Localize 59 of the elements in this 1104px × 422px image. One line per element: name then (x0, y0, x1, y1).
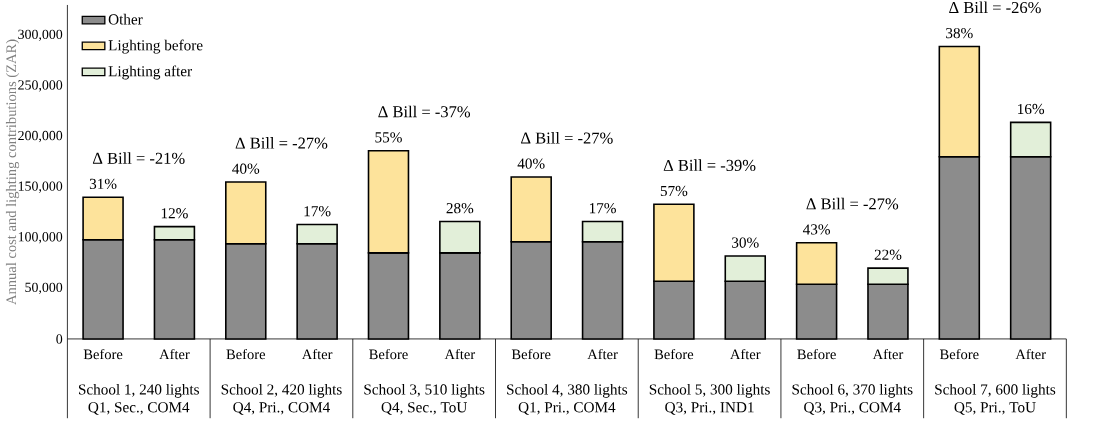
text: Q3, Pri., IND1 (665, 402, 754, 415)
x-tick-label: Before (654, 348, 694, 360)
x-tick-label: Before (797, 348, 836, 360)
annotation: 40% (232, 163, 260, 174)
x-tick-label: After (730, 348, 761, 360)
annotation: 17% (589, 202, 616, 214)
x-tick-label: After (1015, 348, 1046, 360)
legend-label: Lighting before (108, 39, 203, 54)
x-tick-label: Before (939, 348, 979, 360)
annotation: Δ Bill = -27% (235, 137, 328, 149)
legend-label: Other (108, 13, 143, 25)
text: School 5, 300 lights (649, 383, 770, 398)
annotation: 40% (517, 158, 545, 169)
x-tick-label: After (444, 348, 476, 360)
text: Q3, Pri., COM4 (804, 402, 901, 415)
annotation: 31% (89, 178, 117, 189)
x-tick-label: After (587, 348, 618, 360)
y-tick-label: 0 (56, 334, 63, 344)
x-tick-label: Before (511, 348, 551, 360)
x-tick-label: After (159, 348, 190, 360)
y-tick-label: 150,000 (18, 181, 63, 193)
text: School 6, 370 lights (792, 383, 913, 398)
text: School 7, 600 lights (935, 383, 1056, 398)
annotation: Δ Bill = -39% (663, 159, 756, 171)
annotation: 22% (874, 249, 902, 260)
y-tick-label: 200,000 (18, 130, 63, 143)
x-tick-label: After (872, 348, 904, 360)
text: Q4, Sec., ToU (381, 402, 467, 415)
y-tick-label: 50,000 (25, 282, 63, 294)
annotation: Δ Bill = -37% (378, 105, 471, 118)
annotation: Δ Bill = -26% (949, 1, 1041, 14)
annotation: 43% (802, 224, 831, 235)
annotation: 28% (446, 202, 474, 214)
x-tick-label: Before (83, 348, 123, 360)
y-tick-label: 100,000 (18, 231, 63, 244)
legend-label: Lighting after (108, 65, 192, 80)
annotation: Δ Bill = -21% (92, 152, 185, 164)
text: Q1, Pri., COM4 (518, 402, 616, 415)
annotation: 16% (1018, 103, 1045, 115)
annotation: 55% (375, 132, 402, 143)
y-tick-label: 250,000 (18, 80, 63, 92)
text: Q1, Sec., COM4 (88, 402, 190, 415)
annotation: 38% (946, 27, 973, 39)
annotation: Δ Bill = -27% (521, 131, 613, 144)
y-tick-label: 300,000 (18, 29, 63, 41)
x-tick-label: Before (369, 348, 408, 360)
annotation: 12% (161, 208, 188, 219)
x-tick-label: After (301, 348, 333, 360)
annotation: 17% (304, 206, 331, 217)
annotation: 30% (732, 237, 759, 248)
annotation: 57% (660, 185, 688, 197)
text: School 3, 510 lights (364, 383, 485, 398)
text: Q4, Pri., COM4 (233, 402, 330, 415)
annotation: Δ Bill = -27% (806, 197, 899, 210)
text: School 4, 380 lights (507, 383, 628, 398)
text: Q5, Pri., ToU (954, 402, 1036, 415)
text: School 2, 420 lights (221, 383, 342, 398)
text: School 1, 240 lights (78, 383, 199, 398)
x-tick-label: Before (226, 348, 266, 360)
